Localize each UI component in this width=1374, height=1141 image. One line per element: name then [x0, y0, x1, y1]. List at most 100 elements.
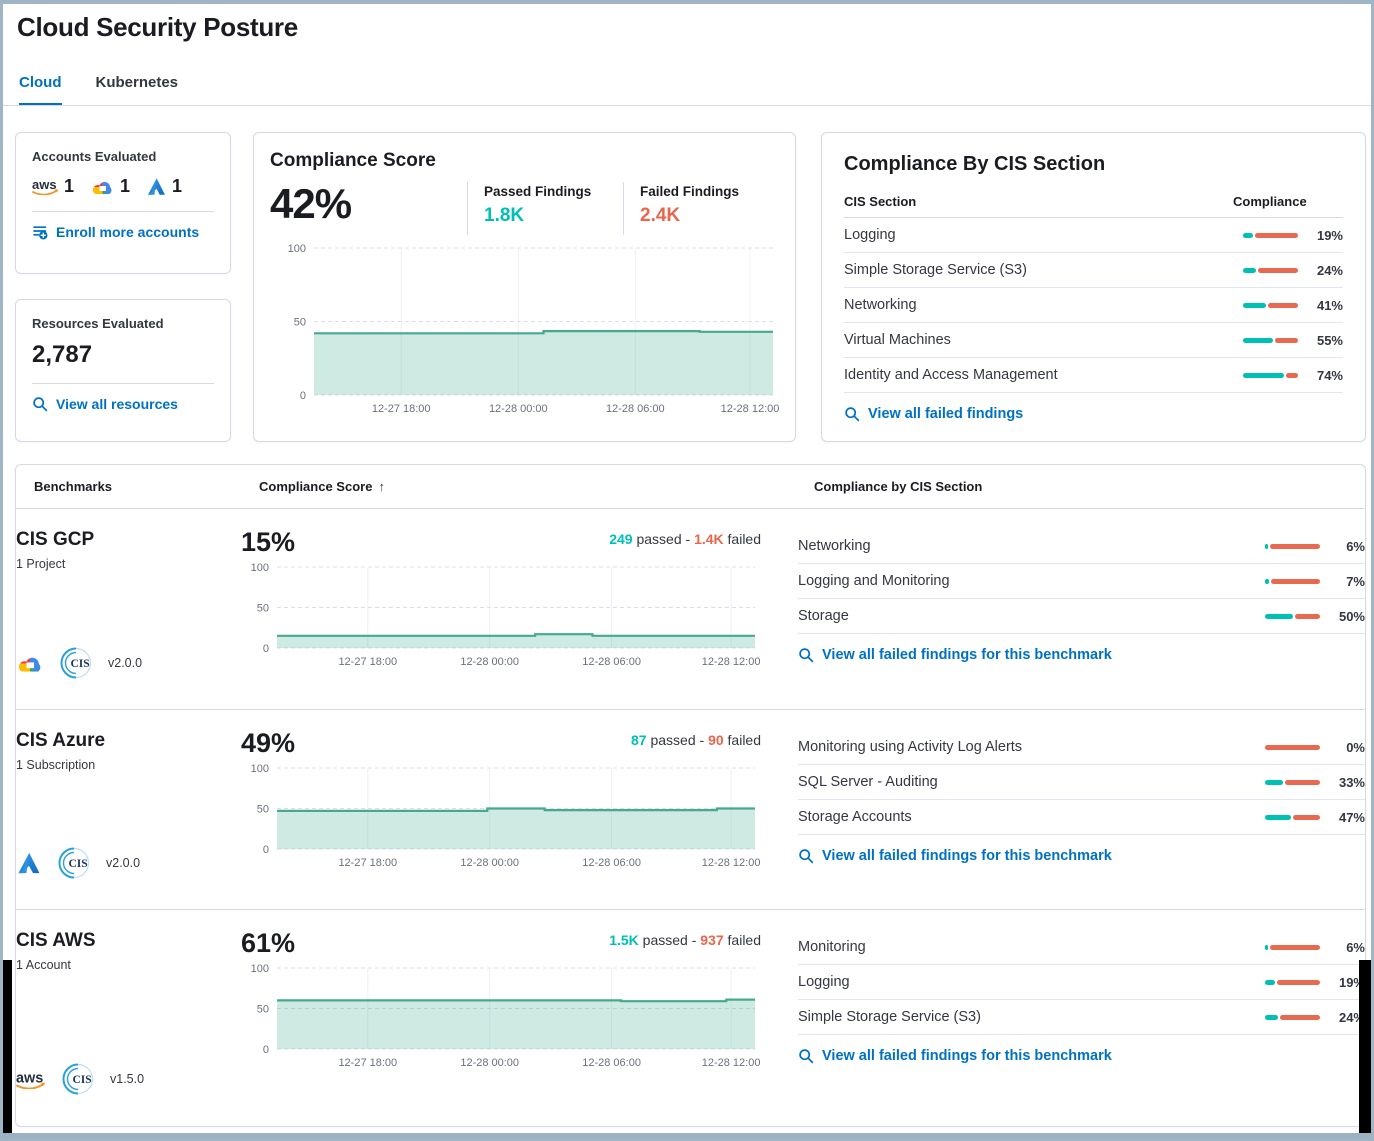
- compliance-pct: 19%: [1338, 974, 1365, 990]
- benchmark-sections: Networking 6% Logging and Monitoring 7% …: [796, 529, 1365, 687]
- view-benchmark-failed-findings-link[interactable]: View all failed findings for this benchm…: [798, 835, 1365, 864]
- compliance-score-col-header[interactable]: Compliance Score ↑: [259, 479, 814, 494]
- cis-section-row: Storage 50%: [798, 599, 1365, 634]
- compliance-pct: 24%: [1316, 262, 1343, 278]
- compliance-pct: 50%: [1338, 608, 1365, 624]
- benchmark-info: CIS AWS 1 Account v1.5.0: [16, 930, 241, 1103]
- compliance-score-value: 42%: [270, 180, 352, 227]
- aws-account-count: 1: [32, 176, 74, 197]
- tab-cloud[interactable]: Cloud: [19, 74, 62, 106]
- compliance-pct: 47%: [1338, 809, 1365, 825]
- cis-azure-trend-chart: 0 50 100 12-27 18:00 12-28 00:00 12-28 06:00 1…: [241, 761, 761, 873]
- compliance-bar: [1265, 944, 1320, 950]
- tab-bar: Cloud Kubernetes: [19, 74, 178, 106]
- benchmark-subtitle: 1 Subscription: [16, 758, 96, 772]
- svg-text:0: 0: [263, 1044, 269, 1056]
- benchmark-subtitle: 1 Account: [16, 958, 71, 972]
- view-benchmark-failed-findings-link[interactable]: View all failed findings for this benchm…: [798, 1035, 1365, 1064]
- cis-aws-trend-chart: 0 50 100 12-27 18:00 12-28 00:00 12-28 06:00 1…: [241, 961, 761, 1073]
- benchmark-name: CIS Azure: [16, 730, 106, 751]
- gcp-count: 1: [120, 176, 131, 196]
- tab-bar-divider: [3, 105, 1371, 106]
- benchmark-score: 61%: [241, 928, 296, 958]
- svg-text:12-28 12:00: 12-28 12:00: [702, 656, 761, 668]
- svg-text:12-28 00:00: 12-28 00:00: [460, 656, 519, 668]
- failed-findings-value: 2.4K: [640, 205, 681, 226]
- enroll-more-accounts-link[interactable]: Enroll more accounts: [32, 224, 214, 240]
- cis-logo-icon: [60, 647, 92, 679]
- view-benchmark-failed-findings-label: View all failed findings for this benchm…: [822, 647, 1112, 663]
- cis-section-row: Networking 41%: [844, 288, 1343, 323]
- view-benchmark-failed-findings-label: View all failed findings for this benchm…: [822, 848, 1112, 864]
- compliance-by-cis-section-card: Compliance By CIS Section CIS Section Co…: [821, 132, 1366, 442]
- compliance-pct: 24%: [1338, 1009, 1365, 1025]
- view-all-failed-findings-link[interactable]: View all failed findings: [844, 393, 1343, 422]
- benchmark-version: v2.0.0: [108, 656, 143, 670]
- svg-text:12-28 06:00: 12-28 06:00: [606, 403, 665, 415]
- passed-word: passed -: [638, 932, 701, 948]
- failed-word: failed: [723, 932, 761, 948]
- passed-count: 249: [609, 531, 633, 547]
- failed-count: 1.4K: [694, 531, 724, 547]
- benchmark-logos: v2.0.0: [16, 645, 221, 687]
- view-all-resources-link[interactable]: View all resources: [32, 396, 214, 412]
- cis-section-row: SQL Server - Auditing 33%: [798, 765, 1365, 800]
- svg-text:12-28 00:00: 12-28 00:00: [489, 403, 548, 415]
- compliance-bar: [1243, 267, 1298, 273]
- cis-section-card-title: Compliance By CIS Section: [844, 153, 1106, 175]
- cis-section-row: Storage Accounts 47%: [798, 800, 1365, 835]
- cis-section-row: Logging 19%: [798, 965, 1365, 1000]
- compliance-pct: 55%: [1316, 332, 1343, 348]
- compliance-col-header: Compliance: [1233, 194, 1307, 209]
- benchmarks-table-header: Benchmarks Compliance Score ↑ Compliance…: [16, 465, 1365, 509]
- svg-text:50: 50: [257, 1004, 269, 1016]
- compliance-bar: [1265, 779, 1320, 785]
- sort-ascending-icon: ↑: [378, 479, 385, 494]
- svg-text:12-28 00:00: 12-28 00:00: [460, 857, 519, 869]
- compliance-pct: 6%: [1346, 939, 1365, 955]
- svg-text:100: 100: [288, 243, 306, 255]
- magnifier-icon: [799, 648, 814, 663]
- svg-text:50: 50: [257, 603, 269, 615]
- cis-section-table-header: CIS Section Compliance: [844, 176, 1343, 218]
- magnifier-icon: [845, 407, 860, 422]
- compliance-bar: [1243, 337, 1298, 343]
- benchmark-score-block: 15% 249 passed - 1.4K failed 0 50 100 12-27…: [241, 529, 796, 687]
- benchmark-score-block: 49% 87 passed - 90 failed 0 50 100 12-27 18…: [241, 730, 796, 887]
- tab-kubernetes[interactable]: Kubernetes: [95, 74, 179, 91]
- svg-text:0: 0: [263, 844, 269, 856]
- compliance-bar: [1265, 613, 1320, 619]
- compliance-bar: [1265, 979, 1320, 985]
- benchmark-name: CIS GCP: [16, 529, 95, 550]
- benchmark-score: 15%: [241, 527, 296, 557]
- compliance-score-summary: 42% Passed Findings 1.8K Failed Findings…: [270, 180, 779, 235]
- passed-count: 1.5K: [609, 932, 639, 948]
- cis-section-name: Logging and Monitoring: [798, 573, 950, 589]
- cis-section-name: Monitoring using Activity Log Alerts: [798, 739, 1023, 755]
- benchmark-subtitle: 1 Project: [16, 557, 66, 571]
- benchmarks-col-header: Benchmarks: [34, 479, 113, 494]
- failed-word: failed: [723, 531, 761, 547]
- passed-findings-label: Passed Findings: [484, 184, 592, 199]
- view-benchmark-failed-findings-label: View all failed findings for this benchm…: [822, 1048, 1112, 1064]
- svg-text:100: 100: [251, 763, 269, 775]
- compliance-score-title: Compliance Score: [270, 150, 436, 171]
- cis-section-name: Networking: [798, 538, 871, 554]
- desktop-edge-left: [3, 960, 12, 1138]
- aws-count: 1: [64, 176, 75, 196]
- compliance-bar: [1243, 372, 1298, 378]
- cis-section-name: Storage Accounts: [798, 809, 912, 825]
- compliance-bar: [1265, 1014, 1320, 1020]
- cis-section-row: Monitoring using Activity Log Alerts 0%: [798, 730, 1365, 765]
- view-all-resources-label: View all resources: [56, 396, 178, 412]
- cis-section-name: Identity and Access Management: [844, 367, 1058, 383]
- magnifier-icon: [799, 849, 814, 864]
- view-benchmark-failed-findings-link[interactable]: View all failed findings for this benchm…: [798, 634, 1365, 663]
- passed-findings-block: Passed Findings 1.8K: [467, 182, 597, 235]
- cis-section-row: Logging and Monitoring 7%: [798, 564, 1365, 599]
- svg-text:50: 50: [257, 804, 269, 816]
- svg-text:12-28 00:00: 12-28 00:00: [460, 1057, 519, 1069]
- svg-text:12-28 12:00: 12-28 12:00: [702, 857, 761, 869]
- cis-section-col-header: Compliance by CIS Section: [814, 479, 983, 494]
- compliance-score-col-label: Compliance Score: [259, 479, 373, 494]
